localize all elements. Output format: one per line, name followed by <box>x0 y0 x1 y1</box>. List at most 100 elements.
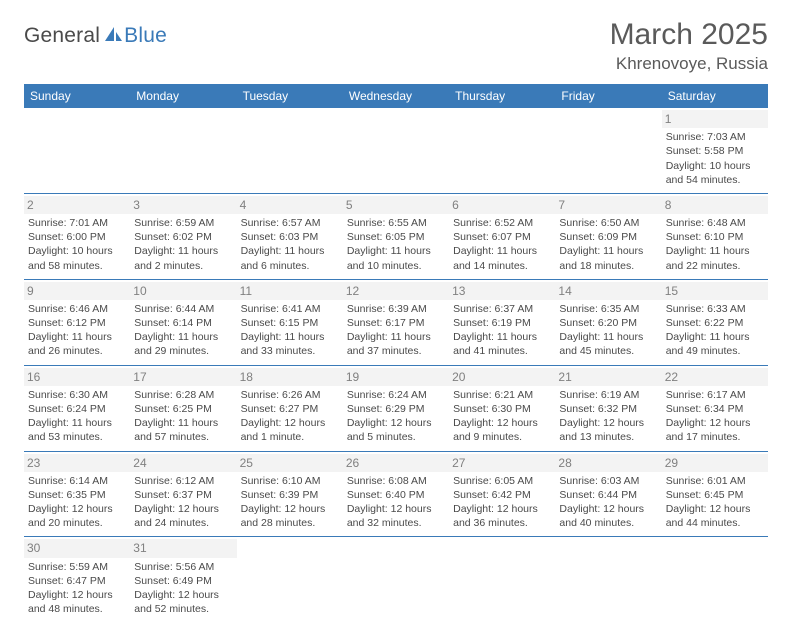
calendar-cell: 28Sunrise: 6:03 AMSunset: 6:44 PMDayligh… <box>555 451 661 537</box>
calendar-cell <box>130 108 236 193</box>
calendar-cell: 30Sunrise: 5:59 AMSunset: 6:47 PMDayligh… <box>24 537 130 622</box>
calendar-cell <box>237 537 343 622</box>
daylight1-text: Daylight: 10 hours <box>28 244 126 258</box>
sunset-text: Sunset: 6:47 PM <box>28 574 126 588</box>
sunrise-text: Sunrise: 6:39 AM <box>347 302 445 316</box>
daylight2-text: and 45 minutes. <box>559 344 657 358</box>
daylight1-text: Daylight: 12 hours <box>241 502 339 516</box>
sunrise-text: Sunrise: 6:30 AM <box>28 388 126 402</box>
sunset-text: Sunset: 6:12 PM <box>28 316 126 330</box>
calendar-cell <box>343 537 449 622</box>
day-number: 3 <box>130 196 236 214</box>
sunset-text: Sunset: 6:40 PM <box>347 488 445 502</box>
calendar-cell: 11Sunrise: 6:41 AMSunset: 6:15 PMDayligh… <box>237 279 343 365</box>
sunrise-text: Sunrise: 6:48 AM <box>666 216 764 230</box>
sunrise-text: Sunrise: 6:08 AM <box>347 474 445 488</box>
sunrise-text: Sunrise: 6:57 AM <box>241 216 339 230</box>
sunrise-text: Sunrise: 6:28 AM <box>134 388 232 402</box>
sunrise-text: Sunrise: 6:24 AM <box>347 388 445 402</box>
daylight1-text: Daylight: 11 hours <box>453 330 551 344</box>
sunset-text: Sunset: 6:10 PM <box>666 230 764 244</box>
daylight2-text: and 26 minutes. <box>28 344 126 358</box>
daylight2-text: and 5 minutes. <box>347 430 445 444</box>
calendar-cell: 7Sunrise: 6:50 AMSunset: 6:09 PMDaylight… <box>555 193 661 279</box>
day-header: Saturday <box>662 84 768 108</box>
sunset-text: Sunset: 6:39 PM <box>241 488 339 502</box>
sunrise-text: Sunrise: 6:37 AM <box>453 302 551 316</box>
calendar-week: 9Sunrise: 6:46 AMSunset: 6:12 PMDaylight… <box>24 279 768 365</box>
sunset-text: Sunset: 6:00 PM <box>28 230 126 244</box>
daylight2-text: and 29 minutes. <box>134 344 232 358</box>
sunrise-text: Sunrise: 6:14 AM <box>28 474 126 488</box>
day-number: 21 <box>555 368 661 386</box>
daylight2-text: and 57 minutes. <box>134 430 232 444</box>
calendar-cell: 23Sunrise: 6:14 AMSunset: 6:35 PMDayligh… <box>24 451 130 537</box>
day-number: 2 <box>24 196 130 214</box>
sunrise-text: Sunrise: 7:03 AM <box>666 130 764 144</box>
day-number: 23 <box>24 454 130 472</box>
sunrise-text: Sunrise: 6:05 AM <box>453 474 551 488</box>
calendar-cell <box>237 108 343 193</box>
daylight1-text: Daylight: 11 hours <box>241 330 339 344</box>
calendar-cell <box>343 108 449 193</box>
sunrise-text: Sunrise: 6:46 AM <box>28 302 126 316</box>
sunrise-text: Sunrise: 6:50 AM <box>559 216 657 230</box>
daylight1-text: Daylight: 11 hours <box>666 244 764 258</box>
day-number: 17 <box>130 368 236 386</box>
day-number: 30 <box>24 539 130 557</box>
daylight2-text: and 9 minutes. <box>453 430 551 444</box>
calendar-cell: 1Sunrise: 7:03 AMSunset: 5:58 PMDaylight… <box>662 108 768 193</box>
sunrise-text: Sunrise: 6:55 AM <box>347 216 445 230</box>
logo: General Blue <box>24 24 167 48</box>
header: General Blue March 2025 Khrenovoye, Russ… <box>24 18 768 74</box>
calendar-cell: 15Sunrise: 6:33 AMSunset: 6:22 PMDayligh… <box>662 279 768 365</box>
sunset-text: Sunset: 6:03 PM <box>241 230 339 244</box>
calendar-cell: 16Sunrise: 6:30 AMSunset: 6:24 PMDayligh… <box>24 365 130 451</box>
sunrise-text: Sunrise: 6:17 AM <box>666 388 764 402</box>
daylight2-text: and 2 minutes. <box>134 259 232 273</box>
day-header: Tuesday <box>237 84 343 108</box>
logo-text-blue: Blue <box>124 24 167 48</box>
calendar-cell <box>555 537 661 622</box>
calendar-cell <box>24 108 130 193</box>
calendar-cell: 5Sunrise: 6:55 AMSunset: 6:05 PMDaylight… <box>343 193 449 279</box>
calendar-cell <box>449 108 555 193</box>
month-title: March 2025 <box>610 18 768 52</box>
daylight2-text: and 17 minutes. <box>666 430 764 444</box>
sunset-text: Sunset: 6:35 PM <box>28 488 126 502</box>
sunrise-text: Sunrise: 6:52 AM <box>453 216 551 230</box>
day-number: 24 <box>130 454 236 472</box>
sunset-text: Sunset: 5:58 PM <box>666 144 764 158</box>
calendar-week: 23 Sunrise: 6:14 AMSunset: 6:35 PM Dayligh… <box>24 451 768 537</box>
daylight2-text: and 52 minutes. <box>134 602 232 616</box>
day-number: 31 <box>130 539 236 557</box>
daylight1-text: Daylight: 11 hours <box>666 330 764 344</box>
calendar-cell: 2Sunrise: 7:01 AMSunset: 6:00 PMDaylight… <box>24 193 130 279</box>
sunrise-text: Sunrise: 6:12 AM <box>134 474 232 488</box>
day-number: 29 <box>662 454 768 472</box>
sunset-text: Sunset: 6:09 PM <box>559 230 657 244</box>
day-number: 6 <box>449 196 555 214</box>
sunset-text: Sunset: 6:25 PM <box>134 402 232 416</box>
sunset-text: Sunset: 6:17 PM <box>347 316 445 330</box>
daylight2-text: and 54 minutes. <box>666 173 764 187</box>
daylight1-text: Daylight: 11 hours <box>134 416 232 430</box>
daylight1-text: Daylight: 12 hours <box>347 502 445 516</box>
sunrise-text: Sunrise: 6:01 AM <box>666 474 764 488</box>
daylight2-text: and 14 minutes. <box>453 259 551 273</box>
daylight2-text: and 32 minutes. <box>347 516 445 530</box>
day-number: 22 <box>662 368 768 386</box>
day-number: 8 <box>662 196 768 214</box>
calendar-week: 30Sunrise: 5:59 AMSunset: 6:47 PMDayligh… <box>24 537 768 622</box>
sunset-text: Sunset: 6:20 PM <box>559 316 657 330</box>
day-header: Thursday <box>449 84 555 108</box>
calendar-cell <box>555 108 661 193</box>
sunrise-text: Sunrise: 5:59 AM <box>28 560 126 574</box>
daylight1-text: Daylight: 11 hours <box>347 330 445 344</box>
daylight1-text: Daylight: 12 hours <box>666 502 764 516</box>
sunset-text: Sunset: 6:19 PM <box>453 316 551 330</box>
sunrise-text: Sunrise: 6:03 AM <box>559 474 657 488</box>
day-number: 7 <box>555 196 661 214</box>
daylight1-text: Daylight: 11 hours <box>241 244 339 258</box>
daylight2-text: and 53 minutes. <box>28 430 126 444</box>
